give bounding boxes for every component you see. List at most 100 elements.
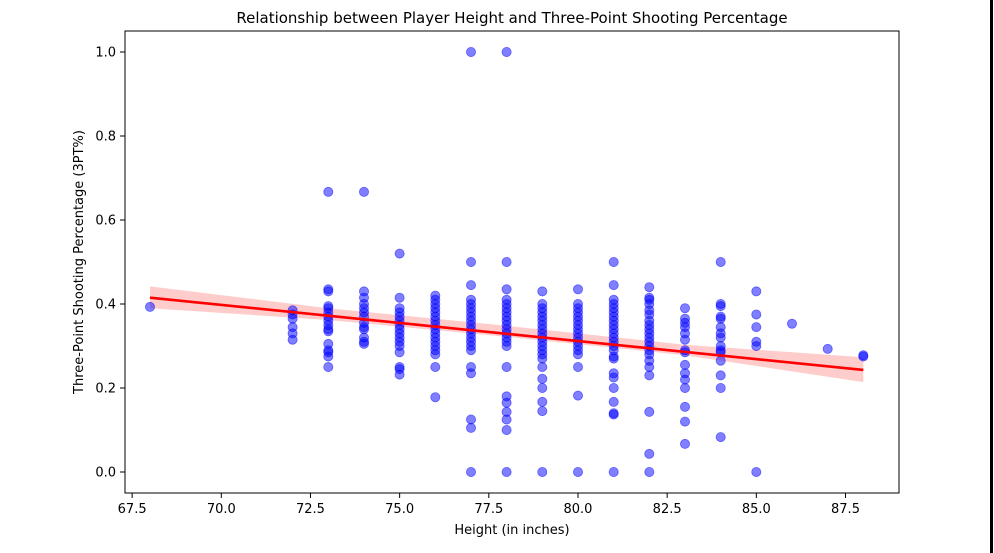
- data-point: [501, 47, 512, 58]
- x-tick-label: 75.0: [385, 502, 414, 517]
- x-tick-label: 80.0: [564, 502, 593, 517]
- x-tick-label: 77.5: [474, 502, 503, 517]
- data-point: [465, 368, 476, 379]
- data-point: [858, 351, 869, 362]
- data-point: [537, 353, 548, 364]
- data-point: [608, 353, 619, 364]
- data-point: [323, 326, 334, 337]
- x-tick-label: 85.0: [742, 502, 771, 517]
- data-point: [537, 286, 548, 297]
- data-point: [573, 361, 584, 372]
- data-point: [608, 396, 619, 407]
- data-point: [573, 284, 584, 295]
- data-point: [680, 438, 691, 449]
- data-point: [608, 372, 619, 383]
- data-point: [323, 351, 334, 362]
- data-point: [680, 374, 691, 385]
- data-point: [787, 318, 798, 329]
- data-point: [715, 313, 726, 324]
- data-point: [358, 324, 369, 335]
- data-point: [680, 382, 691, 393]
- x-tick-label: 70.0: [207, 502, 236, 517]
- regression-line: [149, 296, 864, 372]
- data-point: [394, 292, 405, 303]
- data-point: [323, 186, 334, 197]
- data-point: [537, 361, 548, 372]
- data-point: [751, 322, 762, 333]
- y-tick-label: 0.8: [95, 130, 116, 145]
- data-point: [394, 347, 405, 358]
- data-point: [358, 338, 369, 349]
- data-point: [715, 370, 726, 381]
- data-point: [644, 448, 655, 459]
- data-point: [644, 282, 655, 293]
- data-point: [430, 392, 441, 403]
- data-point: [465, 256, 476, 267]
- x-tick-label: 67.5: [118, 502, 147, 517]
- data-point: [751, 466, 762, 477]
- data-point: [537, 373, 548, 384]
- y-axis-ticks: 0.0 0.2 0.4 0.6 0.8 1.0: [95, 46, 125, 481]
- data-point: [644, 466, 655, 477]
- data-point: [573, 390, 584, 401]
- y-tick-label: 1.0: [95, 46, 116, 61]
- data-point: [680, 334, 691, 345]
- data-point: [465, 422, 476, 433]
- data-point: [465, 466, 476, 477]
- data-point: [501, 397, 512, 408]
- regression-line-group: [149, 296, 864, 372]
- data-point: [715, 432, 726, 443]
- data-point: [680, 416, 691, 427]
- data-point: [394, 248, 405, 259]
- data-point: [465, 47, 476, 58]
- x-tick-label: 72.5: [296, 502, 325, 517]
- data-point: [537, 466, 548, 477]
- data-point: [608, 256, 619, 267]
- y-tick-label: 0.4: [95, 298, 116, 313]
- data-point: [644, 361, 655, 372]
- data-point: [608, 466, 619, 477]
- data-point: [680, 303, 691, 314]
- x-axis-label: Height (in inches): [454, 523, 569, 538]
- data-point: [144, 301, 155, 312]
- data-point: [501, 361, 512, 372]
- data-point: [537, 382, 548, 393]
- data-point: [287, 334, 298, 345]
- data-point: [287, 313, 298, 324]
- data-point: [680, 359, 691, 370]
- y-tick-label: 0.6: [95, 214, 116, 229]
- data-point: [715, 332, 726, 343]
- data-point: [644, 370, 655, 381]
- data-point: [394, 369, 405, 380]
- x-axis-ticks: 67.5 70.0 72.5 75.0 77.5 80.0 82.5 85.0 87.5: [118, 493, 860, 517]
- data-point: [465, 414, 476, 425]
- data-point: [501, 340, 512, 351]
- data-point: [430, 361, 441, 372]
- data-point: [608, 382, 619, 393]
- data-point: [608, 409, 619, 420]
- data-point: [323, 286, 334, 297]
- data-point: [537, 406, 548, 417]
- data-point: [715, 256, 726, 267]
- data-point: [608, 280, 619, 291]
- data-point: [715, 355, 726, 366]
- data-point: [323, 361, 334, 372]
- data-point: [822, 343, 833, 354]
- y-tick-label: 0.0: [95, 466, 116, 481]
- y-tick-label: 0.2: [95, 382, 116, 397]
- data-point: [751, 286, 762, 297]
- data-point: [715, 382, 726, 393]
- plot-area-frame: [124, 30, 900, 494]
- data-point: [715, 301, 726, 312]
- data-point: [358, 186, 369, 197]
- data-points: [144, 47, 869, 477]
- data-point: [465, 345, 476, 356]
- y-axis-label: Three-Point Shooting Percentage (3PT%): [72, 130, 87, 395]
- window-edge: [990, 0, 993, 553]
- x-tick-label: 87.5: [831, 502, 860, 517]
- data-point: [501, 414, 512, 425]
- data-point: [644, 406, 655, 417]
- data-point: [751, 340, 762, 351]
- data-point: [751, 309, 762, 320]
